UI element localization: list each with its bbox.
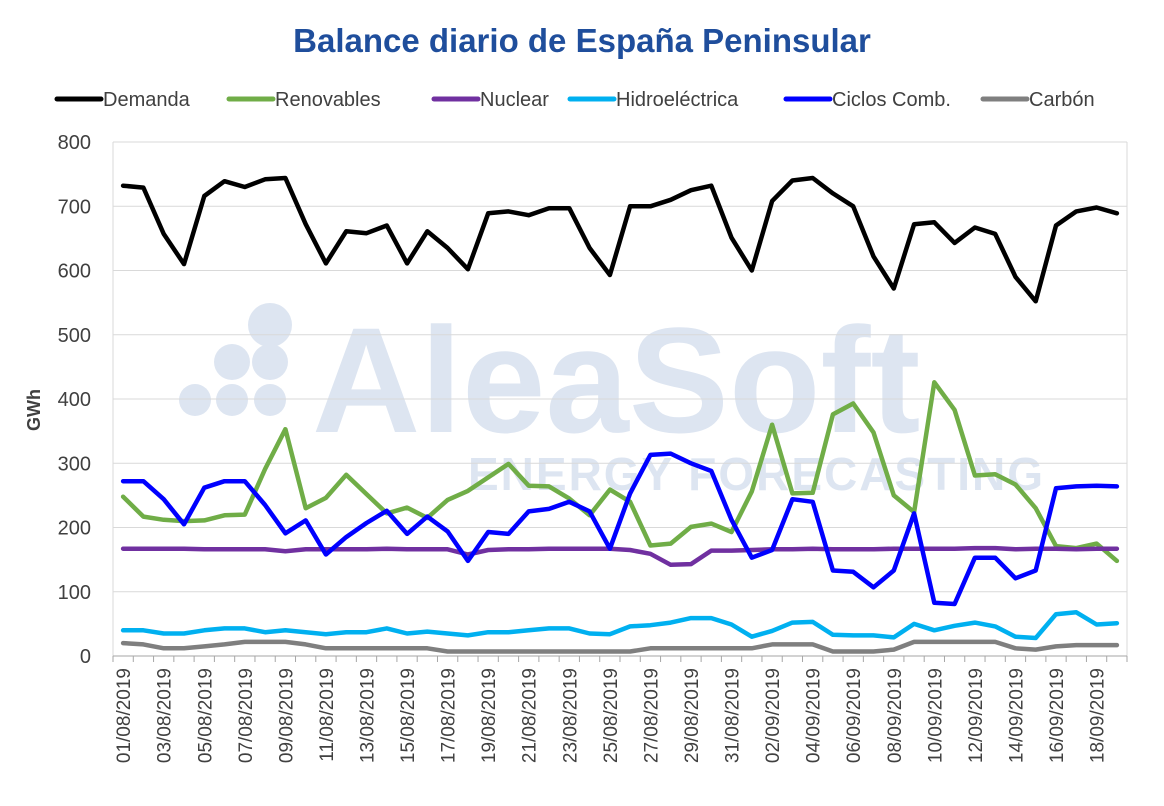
watermark-dot [179,384,211,416]
watermark-dot [252,344,288,380]
watermark-dot [254,384,286,416]
series-line-demanda [120,175,1120,304]
watermark-dot [248,303,292,347]
x-tick-label: 15/08/2019 [398,668,419,763]
watermark-text: AleaSoft [312,296,920,464]
legend-label: Carbón [1029,89,1095,111]
legend: Demanda Renovables Nuclear Hidroeléctrica Ci… [54,89,1095,111]
series-line-ciclos-comb- [120,451,1120,607]
x-tick-label: 01/08/2019 [114,668,135,763]
legend-label: Hidroeléctrica [616,89,739,111]
series-line-carb-n [120,639,1120,654]
x-tick-label: 23/08/2019 [560,668,581,763]
x-tick-label: 06/09/2019 [844,668,865,763]
chart-title: Balance diario de España Peninsular [293,22,871,59]
x-tick-label: 07/08/2019 [236,668,257,763]
x-tick-label: 31/08/2019 [723,668,744,763]
y-tick-label: 400 [58,389,91,411]
y-tick-label: 600 [58,261,91,283]
watermark-dot [216,384,248,416]
watermark-dot [214,344,250,380]
legend-label: Ciclos Comb. [832,89,951,111]
series-lines [120,175,1120,654]
x-tick-label: 12/09/2019 [966,668,987,763]
legend-label: Nuclear [480,89,549,111]
x-tick-label: 13/08/2019 [358,668,379,763]
x-tick-label: 17/08/2019 [439,668,460,763]
x-axis-ticks: 01/08/2019 03/08/2019 05/08/2019 07/08/2019… [114,668,1108,763]
legend-label: Demanda [103,89,191,111]
x-tick-label: 18/09/2019 [1088,668,1109,763]
y-tick-label: 500 [58,325,91,347]
x-tick-label: 27/08/2019 [641,668,662,763]
x-tick-label: 04/09/2019 [804,668,825,763]
x-tick-label: 14/09/2019 [1006,668,1027,763]
series-line-renovables [120,380,1120,564]
x-tick-label: 16/09/2019 [1047,668,1068,763]
x-tick-label: 02/09/2019 [763,668,784,763]
x-tick-label: 08/09/2019 [885,668,906,763]
x-tick-label: 19/08/2019 [479,668,500,763]
y-tick-label: 0 [80,646,91,668]
x-tick-label: 21/08/2019 [520,668,541,763]
y-tick-label: 200 [58,518,91,540]
series-line-hidroel-ctrica [120,610,1120,641]
x-tick-label: 29/08/2019 [682,668,703,763]
x-tick-label: 09/08/2019 [276,668,297,763]
y-tick-label: 800 [58,132,91,154]
y-tick-label: 100 [58,582,91,604]
series-line-nuclear [120,545,1120,568]
y-axis-label: GWh [24,389,44,431]
y-axis-ticks: 0 100 200 300 400 500 600 700 800 [58,132,91,668]
x-tick-label: 03/08/2019 [155,668,176,763]
x-tick-label: 25/08/2019 [601,668,622,763]
x-tick-label: 05/08/2019 [195,668,216,763]
x-tick-label: 10/09/2019 [925,668,946,763]
y-tick-label: 300 [58,453,91,475]
legend-label: Renovables [275,89,381,111]
x-tick-label: 11/08/2019 [317,668,338,762]
y-tick-label: 700 [58,196,91,218]
